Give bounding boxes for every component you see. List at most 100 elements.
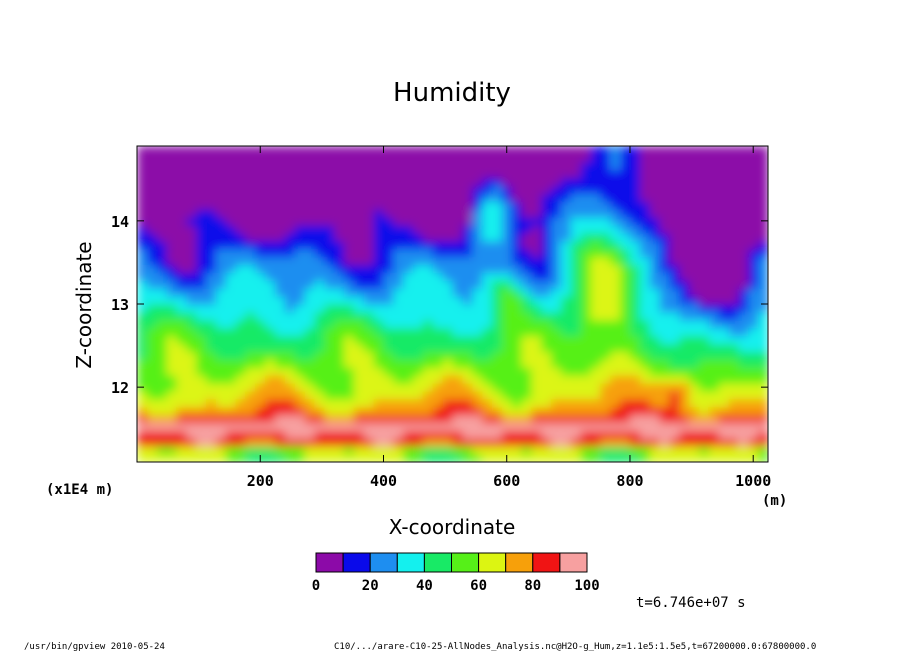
field-cell xyxy=(353,438,365,447)
field-cell xyxy=(718,414,730,424)
field-cell xyxy=(403,304,414,313)
field-cell xyxy=(137,225,148,234)
field-cell xyxy=(482,351,493,360)
field-cell xyxy=(235,272,247,281)
field-cell xyxy=(156,177,168,187)
field-cell xyxy=(373,201,385,210)
field-cell xyxy=(413,185,424,194)
field-cell xyxy=(590,359,601,368)
field-cell xyxy=(225,209,237,218)
field-cell xyxy=(679,248,690,258)
field-cell xyxy=(472,209,483,218)
field-cell xyxy=(294,406,306,416)
field-cell xyxy=(245,327,256,337)
field-cell xyxy=(560,209,572,218)
field-cell xyxy=(629,248,641,258)
field-cell xyxy=(432,232,444,242)
field-cell xyxy=(294,414,306,424)
field-cell xyxy=(137,280,148,289)
field-cell xyxy=(304,177,316,187)
field-cell xyxy=(403,319,414,329)
field-cell xyxy=(728,161,740,171)
field-cell xyxy=(344,383,355,392)
field-cell xyxy=(166,209,178,218)
field-cell xyxy=(442,422,454,431)
field-cell xyxy=(580,280,592,289)
field-cell xyxy=(708,209,720,218)
field-cell xyxy=(551,288,562,297)
x-axis-unit: (m) xyxy=(762,493,788,509)
field-cell xyxy=(137,304,148,313)
field-cell xyxy=(570,327,582,337)
field-cell xyxy=(294,288,306,297)
field-cell xyxy=(413,146,424,155)
field-cell xyxy=(659,201,671,210)
field-cell xyxy=(758,240,768,250)
field-cell xyxy=(245,383,256,392)
field-cell xyxy=(560,201,572,210)
field-cell xyxy=(314,422,325,431)
field-cell xyxy=(462,327,473,337)
field-cell xyxy=(679,264,690,273)
field-cell xyxy=(275,146,286,155)
field-cell xyxy=(245,225,256,234)
field-cell xyxy=(472,161,483,171)
field-cell xyxy=(551,438,562,447)
field-cell xyxy=(186,209,197,218)
field-cell xyxy=(560,161,572,171)
field-cell xyxy=(324,304,335,313)
field-cell xyxy=(215,177,227,187)
field-cell xyxy=(353,430,365,439)
field-cell xyxy=(334,225,345,234)
field-cell xyxy=(728,454,740,462)
field-cell xyxy=(344,319,355,329)
field-cell xyxy=(610,406,621,416)
field-cell xyxy=(620,375,631,384)
field-cell xyxy=(245,217,256,226)
field-cell xyxy=(284,327,296,337)
field-cell xyxy=(491,193,503,202)
field-cell xyxy=(166,351,178,360)
field-cell xyxy=(137,264,148,273)
field-cell xyxy=(294,296,306,305)
field-cell xyxy=(758,169,768,179)
field-cell xyxy=(560,217,572,226)
field-cell xyxy=(669,375,680,384)
field-cell xyxy=(156,422,168,431)
field-cell xyxy=(718,438,730,447)
field-cell xyxy=(718,383,730,392)
field-cell xyxy=(314,280,325,289)
field-cell xyxy=(620,446,631,455)
field-cell xyxy=(255,240,266,250)
field-cell xyxy=(166,264,178,273)
field-cell xyxy=(639,367,651,376)
field-cell xyxy=(245,240,256,250)
field-cell xyxy=(265,146,276,155)
field-cell xyxy=(629,351,641,360)
field-cell xyxy=(590,311,601,321)
field-cell xyxy=(196,327,207,337)
field-cell xyxy=(413,454,424,462)
field-cell xyxy=(186,153,197,163)
field-cell xyxy=(284,209,296,218)
field-cell xyxy=(304,169,316,179)
field-cell xyxy=(491,248,503,258)
field-cell xyxy=(629,375,641,384)
field-cell xyxy=(482,146,493,155)
field-cell xyxy=(679,177,690,187)
field-cell xyxy=(452,367,463,376)
field-cell xyxy=(541,311,552,321)
field-cell xyxy=(176,304,187,313)
field-cell xyxy=(452,146,463,155)
field-cell xyxy=(363,161,375,171)
field-cell xyxy=(314,367,325,376)
field-cell xyxy=(698,153,710,163)
field-cell xyxy=(580,430,592,439)
field-cell xyxy=(393,414,404,424)
field-cell xyxy=(758,414,768,424)
field-cell xyxy=(669,367,680,376)
field-cell xyxy=(215,296,227,305)
field-cell xyxy=(620,217,631,226)
field-cell xyxy=(334,335,345,345)
field-cell xyxy=(491,225,503,234)
